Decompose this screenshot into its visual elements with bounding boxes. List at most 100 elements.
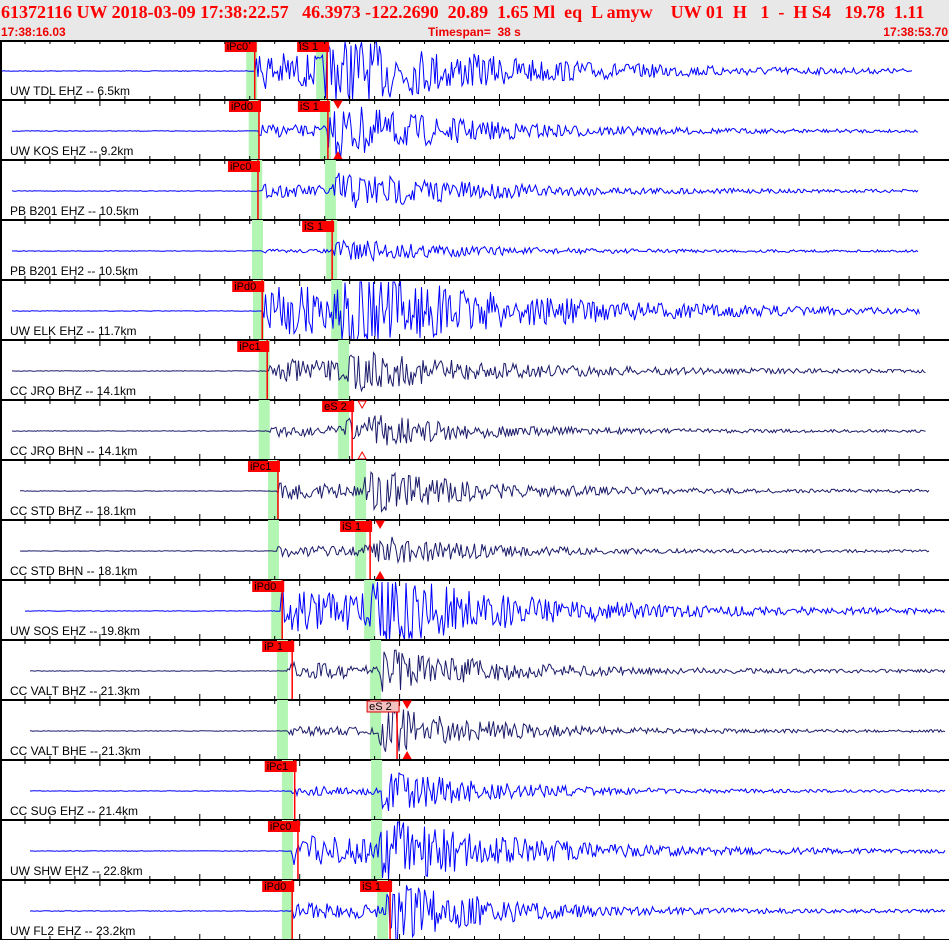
channel-label: UW SHW EHZ -- 22.8km	[10, 864, 143, 878]
channel-label: PB B201 EH2 -- 10.5km	[10, 264, 139, 278]
pick-marker-icon	[375, 520, 385, 530]
pick-label: iPc1	[250, 461, 271, 473]
predicted-p-band	[276, 700, 288, 760]
predicted-p-band	[251, 160, 263, 220]
trace-row: iPd0	[24, 580, 945, 641]
pick-label-box	[297, 41, 330, 52]
pick-label: iS 1	[300, 101, 319, 113]
pick-label: iP 1	[264, 641, 283, 653]
channel-label: CC JRO BHN -- 14.1km	[10, 444, 138, 458]
trace-row: iS 1	[19, 520, 930, 580]
end-time: 17:38:53.70	[883, 25, 948, 39]
pick-label: iS 1	[304, 221, 323, 233]
predicted-s-band	[371, 820, 383, 880]
predicted-s-band	[370, 700, 382, 760]
channel-label: CC STD BHZ -- 18.1km	[10, 504, 137, 518]
channel-label: UW KOS EHZ -- 9.2km	[10, 144, 134, 158]
channel-label: CC VALT BHE -- 21.3km	[10, 744, 141, 758]
channel-label: CC SUG EHZ -- 21.4km	[10, 804, 139, 818]
pick-marker-icon	[402, 700, 412, 710]
pick-label: iS 1	[299, 41, 318, 53]
predicted-s-band	[319, 100, 331, 160]
trace-row: iPc0	[11, 160, 919, 220]
event-header: 61372116 UW 2018-03-09 17:38:22.57 46.39…	[0, 0, 949, 40]
trace-row: iPd0 iS 1	[11, 100, 919, 161]
pick-label-box	[297, 101, 330, 112]
trace-row: eS 2	[11, 400, 926, 460]
predicted-p-band	[258, 340, 270, 400]
trace-row: iS 1	[11, 220, 919, 280]
pick-label: iPc1	[239, 341, 260, 353]
waveform	[29, 821, 946, 881]
channel-label: UW TDL EHZ -- 6.5km	[10, 84, 131, 98]
waveform	[11, 415, 926, 446]
pick-label-box	[340, 521, 373, 532]
pick-label: iS 1	[342, 521, 361, 533]
pick-label: iPc1	[267, 761, 288, 773]
pick-label: iPd0	[254, 581, 276, 593]
predicted-p-band	[281, 820, 293, 880]
pick-label-box	[267, 821, 300, 832]
waveform	[0, 41, 913, 101]
waveform	[20, 470, 930, 513]
waveform	[11, 239, 919, 263]
pick-label: iPc0	[230, 161, 251, 173]
predicted-s-band	[364, 580, 376, 640]
predicted-p-band	[267, 520, 279, 580]
pick-label-box	[247, 461, 280, 472]
waveform	[11, 172, 919, 209]
pick-label-box	[228, 101, 261, 112]
channel-label: CC VALT BHZ -- 21.3km	[10, 684, 141, 698]
trace-row: iPc1	[11, 340, 926, 400]
event-summary: 61372116 UW 2018-03-09 17:38:22.57 46.39…	[1, 2, 925, 22]
channel-label: CC STD BHN -- 18.1km	[10, 564, 138, 578]
pick-label: iPd0	[234, 281, 256, 293]
predicted-s-band	[338, 340, 350, 400]
pick-label: iS 1	[362, 881, 381, 893]
predicted-s-band	[316, 40, 328, 100]
trace-row: iPc0	[29, 820, 946, 881]
waveform	[19, 536, 930, 564]
waveform	[29, 885, 946, 940]
predicted-p-band	[248, 100, 260, 160]
pick-label: iPc0	[270, 821, 291, 833]
pick-label-box	[264, 761, 297, 772]
waveform	[24, 581, 945, 641]
pick-label-box	[302, 221, 335, 232]
predicted-p-band	[276, 640, 288, 700]
predicted-p-band	[258, 400, 270, 460]
pick-label: iPd0	[264, 881, 286, 893]
predicted-p-band	[246, 40, 258, 100]
waveform	[29, 771, 946, 811]
pick-label-box	[227, 161, 260, 172]
waveform	[29, 707, 946, 752]
timespan: Timespan= 38 s	[428, 25, 521, 39]
pick-label: eS 2	[324, 401, 347, 413]
channel-label: UW ELK EHZ -- 11.7km	[10, 324, 137, 338]
predicted-p-band	[281, 760, 293, 820]
waveform	[11, 106, 919, 161]
pick-label-box	[237, 341, 270, 352]
waveform	[11, 280, 920, 341]
trace-row: iPc1	[20, 460, 930, 520]
pick-marker-icon	[375, 570, 385, 580]
pick-label-box	[224, 41, 257, 52]
channel-label: PB B201 EHZ -- 10.5km	[10, 204, 139, 218]
trace-row: iPd0	[11, 280, 920, 341]
channel-label: CC JRO BHZ -- 14.1km	[10, 384, 137, 398]
predicted-p-band	[267, 460, 279, 520]
predicted-p-band	[271, 580, 283, 640]
predicted-p-band	[281, 880, 293, 940]
predicted-s-band	[370, 640, 382, 700]
pick-label: iPd0	[231, 101, 253, 113]
seismogram-panel[interactable]: iPc0 iS 1 iPd0 iS 1 iPc0 iS 1 iPd0 iPc1 eS 2 iPc1…	[0, 40, 949, 940]
pick-label: eS 2	[369, 701, 392, 713]
pick-label-box	[232, 281, 265, 292]
pick-marker-icon	[357, 450, 367, 460]
pick-marker-icon	[402, 750, 412, 760]
trace-row: iPd0 iS 1	[29, 880, 946, 940]
pick-marker-icon	[333, 100, 343, 110]
pick-marker-icon	[357, 400, 367, 410]
channel-label: UW SOS EHZ -- 19.8km	[10, 624, 141, 638]
pick-label-box	[262, 881, 295, 892]
